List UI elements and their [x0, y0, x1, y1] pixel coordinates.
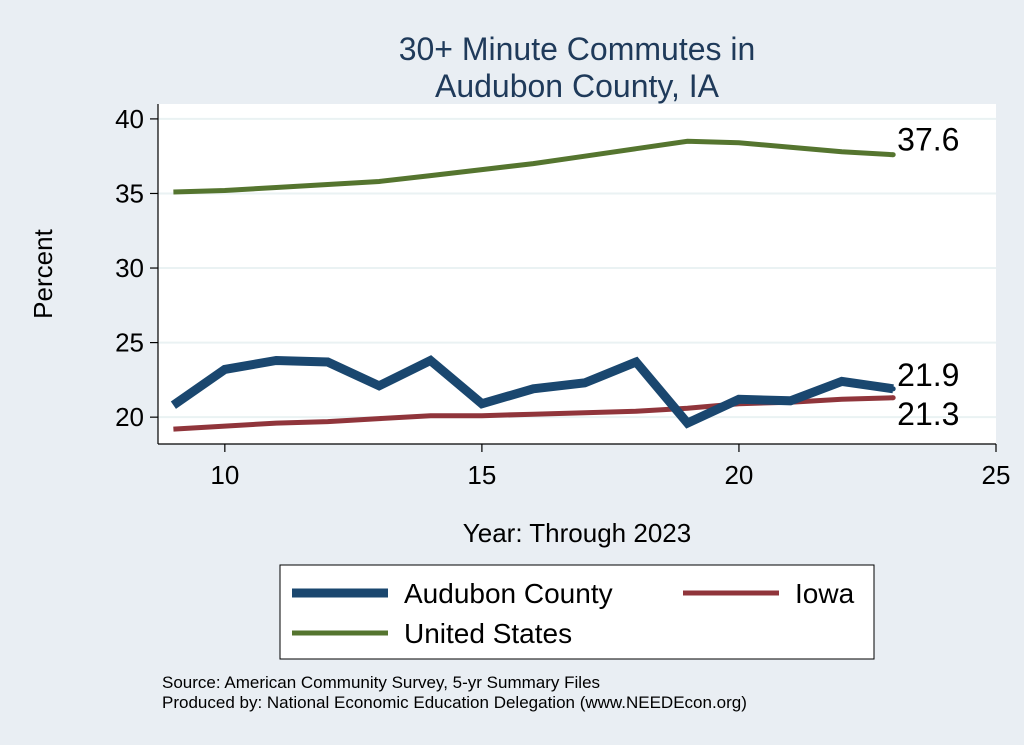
series-line-audubon-county — [170, 355, 894, 429]
end-point-audubon-county — [890, 386, 896, 392]
end-label-iowa: 21.3 — [897, 396, 959, 432]
y-tick-label: 35 — [115, 178, 144, 208]
y-axis-title: Percent — [28, 228, 58, 318]
legend-label-united-states: United States — [404, 618, 572, 649]
end-point-iowa — [890, 395, 896, 401]
end-label-audubon-county: 21.9 — [897, 357, 959, 393]
y-tick-label: 25 — [115, 328, 144, 358]
y-tick-label: 30 — [115, 253, 144, 283]
x-ticks: 10 15 20 25 — [210, 444, 1010, 490]
series-line-united-states — [173, 138, 894, 195]
x-tick-label: 25 — [982, 460, 1011, 490]
x-tick-label: 20 — [724, 460, 753, 490]
legend-box — [279, 564, 875, 660]
series — [170, 138, 896, 432]
chart-title-line-1: 30+ Minute Commutes in — [399, 31, 756, 67]
axes — [157, 104, 996, 445]
legend-label-iowa: Iowa — [795, 578, 855, 609]
x-tick-label: 15 — [467, 460, 496, 490]
grid — [158, 117, 996, 419]
chart-title-line-2: Audubon County, IA — [435, 68, 720, 104]
x-axis-title: Year: Through 2023 — [463, 518, 691, 548]
end-labels: 37.6 21.321.9 — [897, 122, 959, 432]
source-note: Source: American Community Survey, 5-yr … — [162, 673, 600, 692]
legend: Audubon County Iowa United States — [279, 564, 875, 660]
y-ticks: 20 25 30 35 40 — [115, 104, 158, 432]
x-tick-label: 10 — [210, 460, 239, 490]
end-point-united-states — [890, 152, 896, 158]
y-tick-label: 40 — [115, 104, 144, 134]
produced-by-note: Produced by: National Economic Education… — [162, 693, 747, 712]
y-tick-label: 20 — [115, 402, 144, 432]
legend-label-audubon-county: Audubon County — [404, 578, 613, 609]
end-label-united-states: 37.6 — [897, 122, 959, 158]
